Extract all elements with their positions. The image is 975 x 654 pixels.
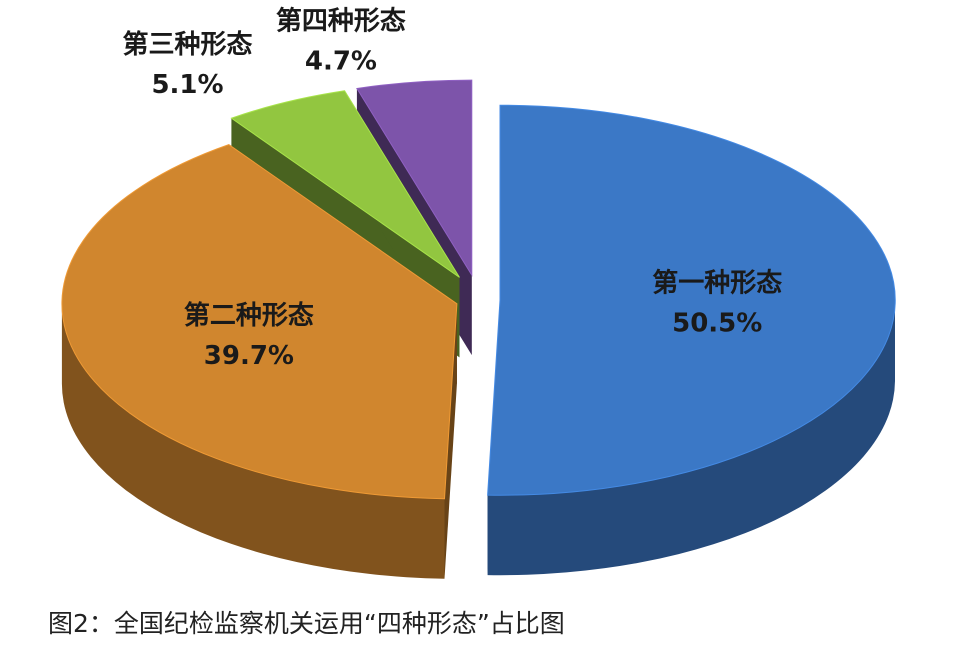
caption: 图2：全国纪检监察机关运用“四种形态”占比图 <box>48 609 565 638</box>
slice-top <box>487 104 896 496</box>
slice-value-label: 50.5% <box>672 308 762 338</box>
slice-label: 第二种形态 <box>184 300 314 331</box>
slice-side <box>61 303 445 579</box>
slice-label: 第一种形态 <box>652 267 782 298</box>
slice-label: 第四种形态 <box>276 5 406 36</box>
slice-label: 第三种形态 <box>123 29 253 60</box>
slice-top <box>230 90 460 278</box>
slice-side <box>487 300 895 576</box>
slice-value-label: 39.7% <box>204 341 294 371</box>
slice <box>61 144 458 579</box>
slice <box>487 104 896 576</box>
slice-top <box>61 144 458 500</box>
slice-value-label: 4.7% <box>305 46 377 76</box>
slice-top <box>356 79 473 277</box>
slice-value-label: 5.1% <box>151 70 223 100</box>
